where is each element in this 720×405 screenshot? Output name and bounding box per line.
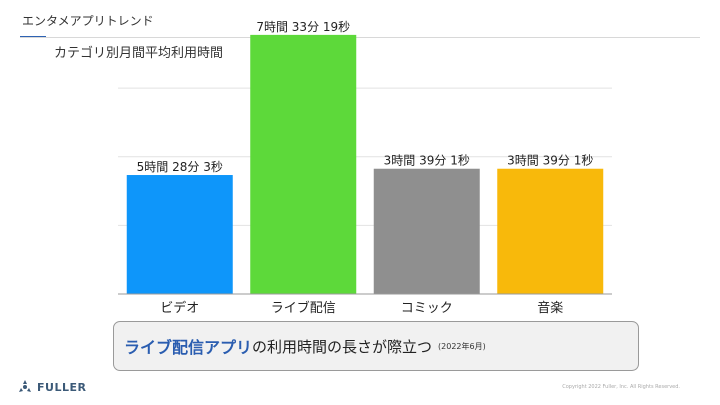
data-label-3: 3時間 39分 1秒 xyxy=(384,154,470,168)
header-divider xyxy=(20,37,700,38)
banner-text: の利用時間の長さが際立つ xyxy=(252,337,433,356)
banner-note: (2022年6月) xyxy=(438,341,486,351)
category-label-1: ビデオ xyxy=(160,300,199,316)
category-label-2: ライブ配信 xyxy=(271,300,336,316)
summary-banner: ライブ配信アプリ の利用時間の長さが際立つ (2022年6月) xyxy=(113,321,639,371)
data-label-4: 3時間 39分 1秒 xyxy=(507,154,593,168)
bar-3 xyxy=(373,168,480,294)
bar-4 xyxy=(497,168,604,294)
copyright: Copyright 2022 Fuller, Inc. All Rights R… xyxy=(562,384,680,390)
logo-text: FULLER xyxy=(37,380,87,394)
bar-1 xyxy=(126,175,233,294)
category-label-3: コミック xyxy=(401,301,453,316)
data-label-1: 5時間 28分 3秒 xyxy=(137,160,223,174)
bar-2 xyxy=(250,34,357,294)
category-label-4: 音楽 xyxy=(537,300,563,316)
banner-highlight: ライブ配信アプリ xyxy=(124,338,253,357)
fuller-logo-icon xyxy=(19,380,31,392)
chart-title: カテゴリ別月間平均利用時間 xyxy=(54,46,224,61)
data-label-2: 7時間 33分 19秒 xyxy=(256,20,350,34)
fuller-logo: FULLER xyxy=(18,380,86,394)
page-header-title: エンタメアプリトレンド xyxy=(22,14,154,28)
